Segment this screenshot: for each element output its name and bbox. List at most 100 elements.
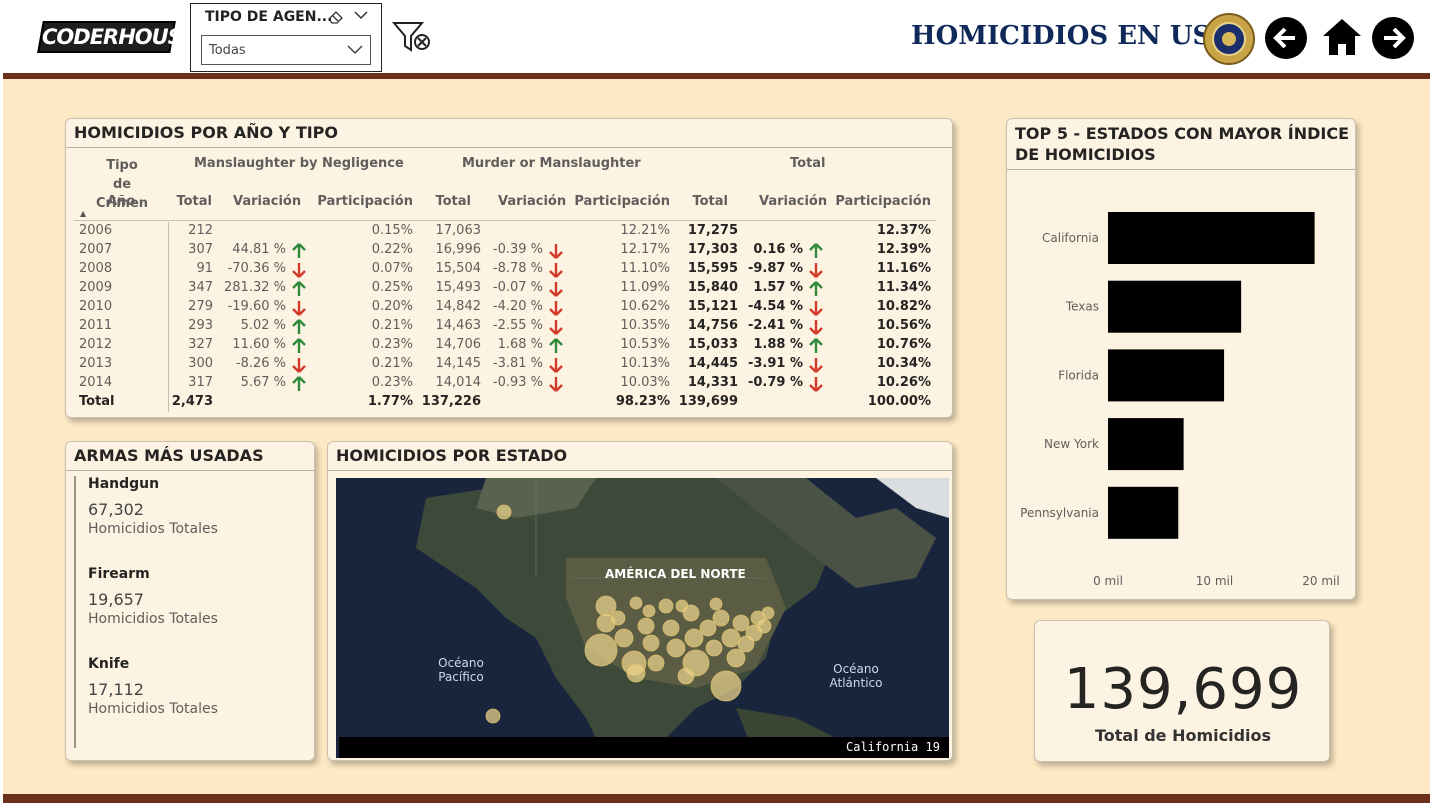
arrow-up-icon <box>292 319 306 334</box>
subheader-variacion: Variación <box>233 194 302 209</box>
cell-murder-var: -0.93 % <box>492 375 543 390</box>
card-title-line-1: TOP 5 - ESTADOS CON MAYOR ÍNDICE <box>1015 124 1350 143</box>
weapon-item-firearm[interactable]: Firearm 19,657 Homicidios Totales <box>74 566 304 658</box>
total-neg-part: 1.77% <box>367 394 413 409</box>
arrow-down-icon <box>292 358 306 373</box>
cell-neg-var: -70.36 % <box>227 261 286 276</box>
cell-neg-total: 91 <box>196 261 213 276</box>
top5-bar-chart[interactable]: California Texas Florida New York Pennsylvan… <box>1007 171 1357 601</box>
arrow-down-icon <box>549 301 563 316</box>
category-label: California <box>1042 231 1099 245</box>
category-label: Pennsylvania <box>1020 506 1099 520</box>
cell-total-total: 15,121 <box>687 299 738 314</box>
cell-murder-part: 10.53% <box>620 337 670 352</box>
arrow-down-icon <box>809 320 823 335</box>
cell-neg-total: 347 <box>188 280 213 295</box>
top5-states-card: TOP 5 - ESTADOS CON MAYOR ÍNDICE DE HOMI… <box>1006 118 1356 600</box>
cell-murder-var: 1.68 % <box>497 337 543 352</box>
bar-california[interactable] <box>1108 212 1315 264</box>
cell-murder-part: 10.13% <box>620 356 670 371</box>
footer-divider <box>3 794 1430 803</box>
weapons-card: ARMAS MÁS USADAS Handgun 67,302 Homicidi… <box>65 441 315 761</box>
header-tipo-crimen: Tipo de Crimen <box>96 158 149 211</box>
cell-total-part: 10.34% <box>876 356 931 371</box>
x-tick-label: 20 mil <box>1302 574 1339 588</box>
cell-neg-part: 0.22% <box>371 242 413 257</box>
bar-texas[interactable] <box>1108 280 1242 333</box>
arrow-up-icon <box>549 338 563 353</box>
cell-murder-total: 15,493 <box>435 280 482 295</box>
weapon-item-knife[interactable]: Knife 17,112 Homicidios Totales <box>74 656 304 748</box>
cell-murder-part: 10.03% <box>620 375 670 390</box>
label-atlantic-2: Atlántico <box>830 676 883 690</box>
cell-total-part: 10.26% <box>876 375 931 390</box>
logo-text: CODERHOUSE <box>42 25 196 49</box>
cell-neg-total: 307 <box>188 242 213 257</box>
chevron-down-icon[interactable] <box>353 8 369 26</box>
cell-neg-var: 5.02 % <box>240 318 286 333</box>
divider <box>66 147 952 148</box>
home-icon[interactable] <box>1321 16 1363 58</box>
label-atlantic-1: Océano <box>833 662 879 676</box>
card-title: HOMICIDIOS POR AÑO Y TIPO <box>74 123 339 142</box>
cell-total-var: -2.41 % <box>747 318 803 333</box>
arrow-left-icon[interactable] <box>1265 17 1307 59</box>
sort-asc-icon[interactable]: ▲ <box>80 209 87 218</box>
cell-neg-total: 327 <box>188 337 213 352</box>
arrow-up-icon <box>292 243 306 258</box>
arrow-down-icon <box>809 377 823 392</box>
cell-murder-total: 17,063 <box>435 223 482 238</box>
cell-murder-total: 14,014 <box>435 375 482 390</box>
bubble-map[interactable]: AMÉRICA DEL NORTE Océano Pacífico Océano… <box>336 478 949 758</box>
cell-total-var: -3.91 % <box>747 356 803 371</box>
weapon-name: Firearm <box>88 566 150 582</box>
x-tick-label: 0 mil <box>1093 574 1123 588</box>
weapon-name: Knife <box>88 656 130 672</box>
cell-neg-part: 0.21% <box>371 356 413 371</box>
map-tooltip: California 19 <box>846 740 940 754</box>
arrow-down-icon <box>809 301 823 316</box>
slicer-dropdown[interactable]: Todas <box>201 35 371 65</box>
bar-florida[interactable] <box>1108 349 1225 402</box>
total-neg-total: 2,473 <box>171 394 213 409</box>
cell-total-total: 17,275 <box>687 223 738 238</box>
kpi-value: 139,699 <box>1063 657 1303 722</box>
category-label: New York <box>1044 437 1099 451</box>
row-year: 2013 <box>79 356 113 371</box>
arrow-right-icon[interactable] <box>1372 17 1414 59</box>
card-title: TOP 5 - ESTADOS CON MAYOR ÍNDICE DE HOMI… <box>1015 123 1349 165</box>
arrow-down-icon <box>292 301 306 316</box>
subheader-participacion: Participación <box>317 194 413 209</box>
matrix-table[interactable]: Tipo de Crimen Año ▲ Manslaughter by Neg… <box>66 119 954 419</box>
weapon-item-handgun[interactable]: Handgun 67,302 Homicidios Totales <box>74 476 304 568</box>
cell-total-var: -0.79 % <box>747 375 803 390</box>
cell-neg-var: -8.26 % <box>235 356 286 371</box>
row-year: 2008 <box>79 261 113 276</box>
weapon-value: 19,657 <box>88 590 144 609</box>
divider <box>66 470 314 471</box>
bar-new-york[interactable] <box>1108 418 1184 471</box>
arrow-down-icon <box>549 320 563 335</box>
total-row-label: Total <box>79 394 115 409</box>
cell-total-total: 15,840 <box>687 280 738 295</box>
group-murder: Murder or Manslaughter <box>462 156 641 171</box>
clear-filter-icon[interactable] <box>391 20 432 56</box>
row-year: 2012 <box>79 337 113 352</box>
cell-total-part: 11.16% <box>876 261 931 276</box>
total-murder-total: 137,226 <box>421 394 481 409</box>
cell-total-part: 10.56% <box>876 318 931 333</box>
cell-total-var: -4.54 % <box>747 299 803 314</box>
eraser-icon[interactable] <box>327 9 345 29</box>
x-tick-label: 10 mil <box>1196 574 1233 588</box>
arrow-down-icon <box>809 263 823 278</box>
total-homicides-kpi-card: 139,699 Total de Homicidios <box>1034 620 1330 762</box>
arrow-up-icon <box>809 243 823 258</box>
arrow-down-icon <box>549 377 563 392</box>
bar-pennsylvania[interactable] <box>1108 486 1179 539</box>
card-title: HOMICIDIOS POR ESTADO <box>336 446 568 465</box>
header-divider <box>3 73 1430 79</box>
arrow-down-icon <box>549 358 563 373</box>
arrow-down-icon <box>292 263 306 278</box>
agency-type-slicer[interactable]: TIPO DE AGEN... Todas <box>190 3 382 72</box>
